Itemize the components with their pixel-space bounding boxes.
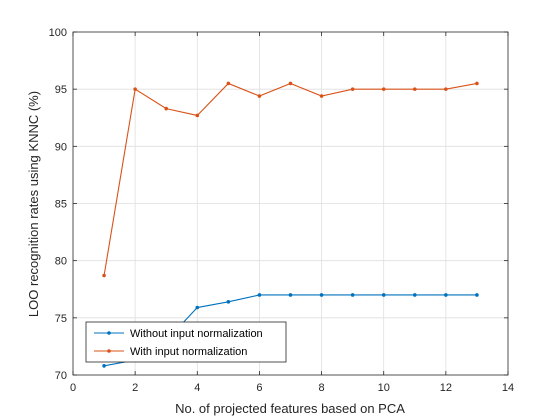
data-point <box>133 87 137 91</box>
data-point <box>412 293 417 297</box>
data-point <box>475 81 479 86</box>
data-point <box>475 293 479 297</box>
x-tick-label: 14 <box>502 382 514 394</box>
data-point <box>319 293 324 297</box>
data-point <box>444 293 448 297</box>
data-point <box>257 293 262 297</box>
legend-box <box>85 321 287 363</box>
x-tick-label: 12 <box>440 382 452 394</box>
y-axis-label: LOO recognition rates using KNNC (%) <box>26 91 41 317</box>
x-tick-label: 10 <box>378 382 390 394</box>
data-point <box>444 87 448 91</box>
y-tick-label: 90 <box>55 141 67 153</box>
x-tick-label: 6 <box>256 382 262 394</box>
data-point <box>195 305 200 310</box>
y-tick-label: 80 <box>55 256 67 268</box>
x-tick-label: 8 <box>319 382 325 394</box>
legend: Without input normalization With input no… <box>85 321 287 363</box>
y-tick-label: 70 <box>55 370 67 382</box>
y-tick-label: 100 <box>49 27 67 39</box>
data-point <box>226 300 231 304</box>
data-point <box>102 364 106 368</box>
legend-swatch-marker <box>107 349 111 353</box>
y-tick-label: 95 <box>55 84 67 96</box>
data-point <box>350 87 355 91</box>
y-tick-label: 85 <box>55 199 67 211</box>
legend-swatch-marker <box>107 331 111 335</box>
axis-ticks: 0 2 4 6 8 10 12 14 70 75 80 85 90 95 100 <box>49 27 514 394</box>
data-point <box>350 293 355 297</box>
y-tick-label: 75 <box>55 313 67 325</box>
data-point <box>195 113 200 118</box>
x-tick-label: 2 <box>132 382 138 394</box>
data-point <box>257 94 262 98</box>
legend-label: With input normalization <box>130 346 247 358</box>
data-point <box>102 273 106 278</box>
legend-item: Without input normalization <box>94 328 263 340</box>
x-axis-label: No. of projected features based on PCA <box>175 401 405 416</box>
data-point <box>226 81 231 86</box>
data-point <box>164 106 169 111</box>
x-tick-label: 4 <box>194 382 200 394</box>
legend-label: Without input normalization <box>130 328 263 340</box>
data-point <box>288 81 293 86</box>
data-point <box>381 293 386 297</box>
data-point <box>288 293 293 297</box>
data-point <box>319 94 324 98</box>
series-2 <box>102 81 479 278</box>
data-point <box>381 87 386 91</box>
legend-item: With input normalization <box>94 346 247 358</box>
data-point <box>412 87 417 91</box>
x-tick-label: 0 <box>70 382 76 394</box>
